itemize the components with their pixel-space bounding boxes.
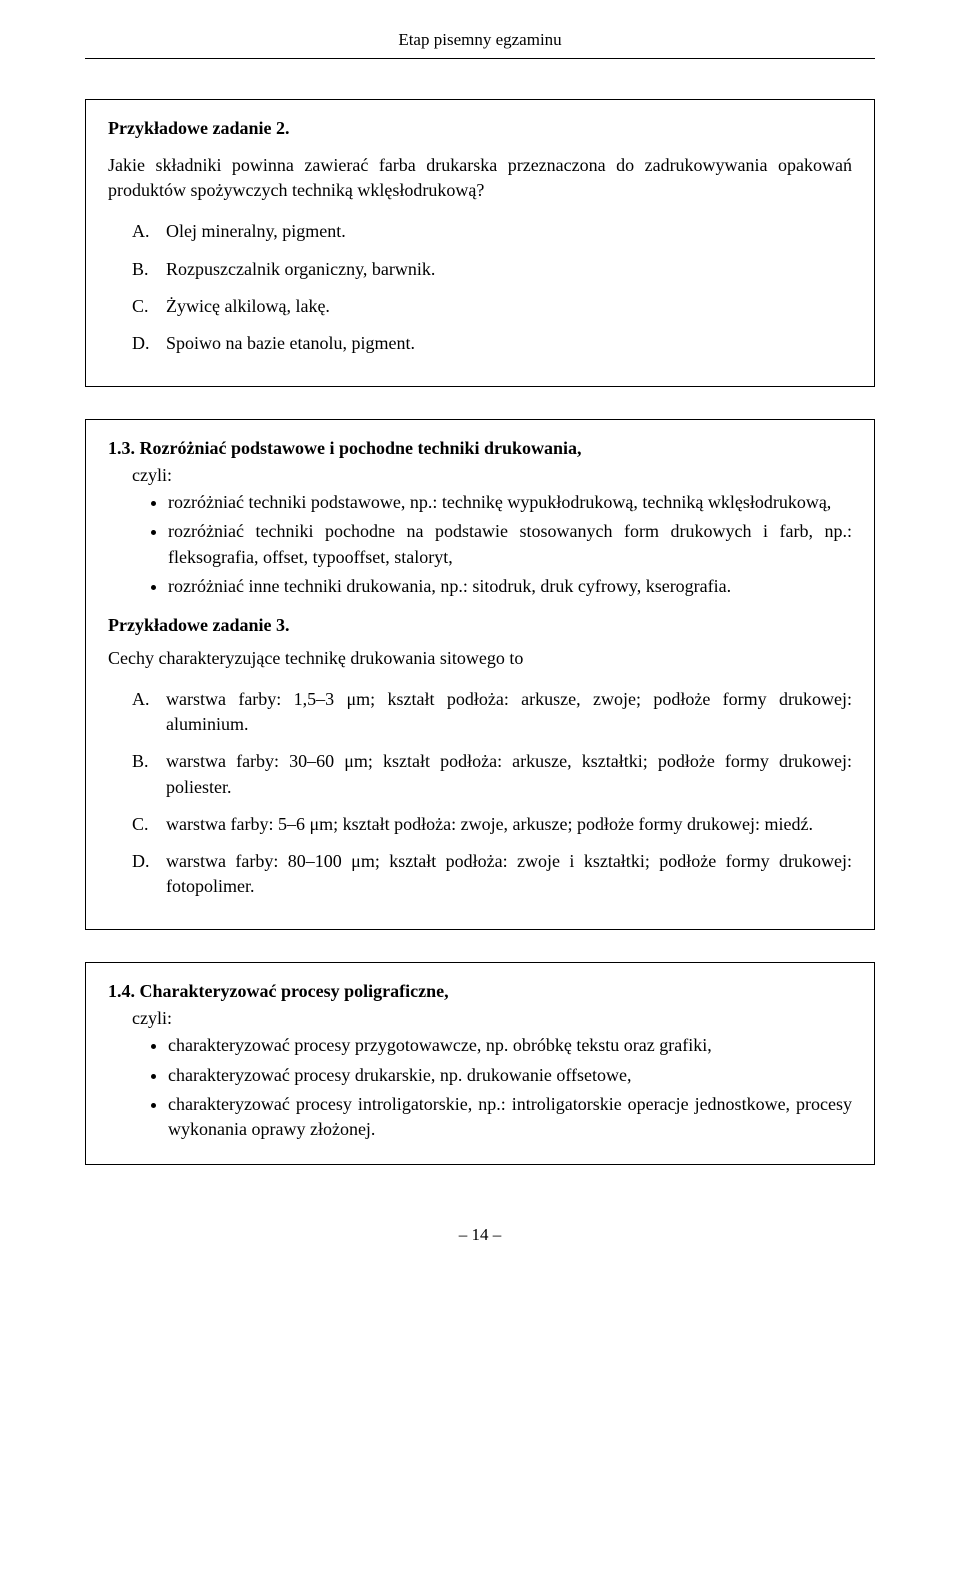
- header-rule: [85, 58, 875, 59]
- section-title: Rozróżniać podstawowe i pochodne technik…: [140, 438, 582, 458]
- option-letter: B.: [132, 749, 166, 799]
- task-3-options: A. warstwa farby: 1,5–3 μm; kształt podł…: [108, 687, 852, 899]
- option-b: B. warstwa farby: 30–60 μm; kształt podł…: [132, 749, 852, 799]
- option-text: Olej mineralny, pigment.: [166, 219, 852, 244]
- page-number: – 14 –: [85, 1225, 875, 1245]
- section-1-3-head: 1.3. Rozróżniać podstawowe i pochodne te…: [108, 438, 852, 459]
- option-a: A. warstwa farby: 1,5–3 μm; kształt podł…: [132, 687, 852, 737]
- option-b: B. Rozpuszczalnik organiczny, barwnik.: [132, 257, 852, 282]
- task-box-2: Przykładowe zadanie 2. Jakie składniki p…: [85, 99, 875, 387]
- option-letter: A.: [132, 219, 166, 244]
- czyli-label: czyli:: [108, 465, 852, 486]
- section-1-3-bullets: rozróżniać techniki podstawowe, np.: tec…: [108, 490, 852, 599]
- option-c: C. warstwa farby: 5–6 μm; kształt podłoż…: [132, 812, 852, 837]
- option-text: warstwa farby: 1,5–3 μm; kształt podłoża…: [166, 687, 852, 737]
- page-header: Etap pisemny egzaminu: [85, 30, 875, 50]
- section-1-4-bullets: charakteryzować procesy przygotowawcze, …: [108, 1033, 852, 1142]
- bullet-item: charakteryzować procesy drukarskie, np. …: [168, 1063, 852, 1088]
- section-num: 1.3.: [108, 438, 135, 458]
- section-1-4-head: 1.4. Charakteryzować procesy poligraficz…: [108, 981, 852, 1002]
- bullet-item: rozróżniać techniki podstawowe, np.: tec…: [168, 490, 852, 515]
- bullet-item: charakteryzować procesy przygotowawcze, …: [168, 1033, 852, 1058]
- option-text: Rozpuszczalnik organiczny, barwnik.: [166, 257, 852, 282]
- task-2-title: Przykładowe zadanie 2.: [108, 118, 852, 139]
- option-a: A. Olej mineralny, pigment.: [132, 219, 852, 244]
- option-letter: B.: [132, 257, 166, 282]
- option-letter: C.: [132, 294, 166, 319]
- task-3-question: Cechy charakteryzujące technikę drukowan…: [108, 646, 852, 671]
- option-c: C. Żywicę alkilową, lakę.: [132, 294, 852, 319]
- czyli-label: czyli:: [108, 1008, 852, 1029]
- task-2-question: Jakie składniki powinna zawierać farba d…: [108, 153, 852, 203]
- option-text: warstwa farby: 5–6 μm; kształt podłoża: …: [166, 812, 852, 837]
- section-1-3-box: 1.3. Rozróżniać podstawowe i pochodne te…: [85, 419, 875, 930]
- option-d: D. warstwa farby: 80–100 μm; kształt pod…: [132, 849, 852, 899]
- task-3-title: Przykładowe zadanie 3.: [108, 615, 852, 636]
- bullet-item: charakteryzować procesy introligatorskie…: [168, 1092, 852, 1142]
- section-title: Charakteryzować procesy poligraficzne,: [140, 981, 449, 1001]
- option-text: Żywicę alkilową, lakę.: [166, 294, 852, 319]
- section-num: 1.4.: [108, 981, 135, 1001]
- option-letter: D.: [132, 849, 166, 899]
- option-letter: C.: [132, 812, 166, 837]
- bullet-item: rozróżniać inne techniki drukowania, np.…: [168, 574, 852, 599]
- task-2-options: A. Olej mineralny, pigment. B. Rozpuszcz…: [108, 219, 852, 356]
- option-letter: A.: [132, 687, 166, 737]
- option-letter: D.: [132, 331, 166, 356]
- bullet-item: rozróżniać techniki pochodne na podstawi…: [168, 519, 852, 569]
- option-text: warstwa farby: 80–100 μm; kształt podłoż…: [166, 849, 852, 899]
- option-d: D. Spoiwo na bazie etanolu, pigment.: [132, 331, 852, 356]
- option-text: warstwa farby: 30–60 μm; kształt podłoża…: [166, 749, 852, 799]
- option-text: Spoiwo na bazie etanolu, pigment.: [166, 331, 852, 356]
- section-1-4-box: 1.4. Charakteryzować procesy poligraficz…: [85, 962, 875, 1165]
